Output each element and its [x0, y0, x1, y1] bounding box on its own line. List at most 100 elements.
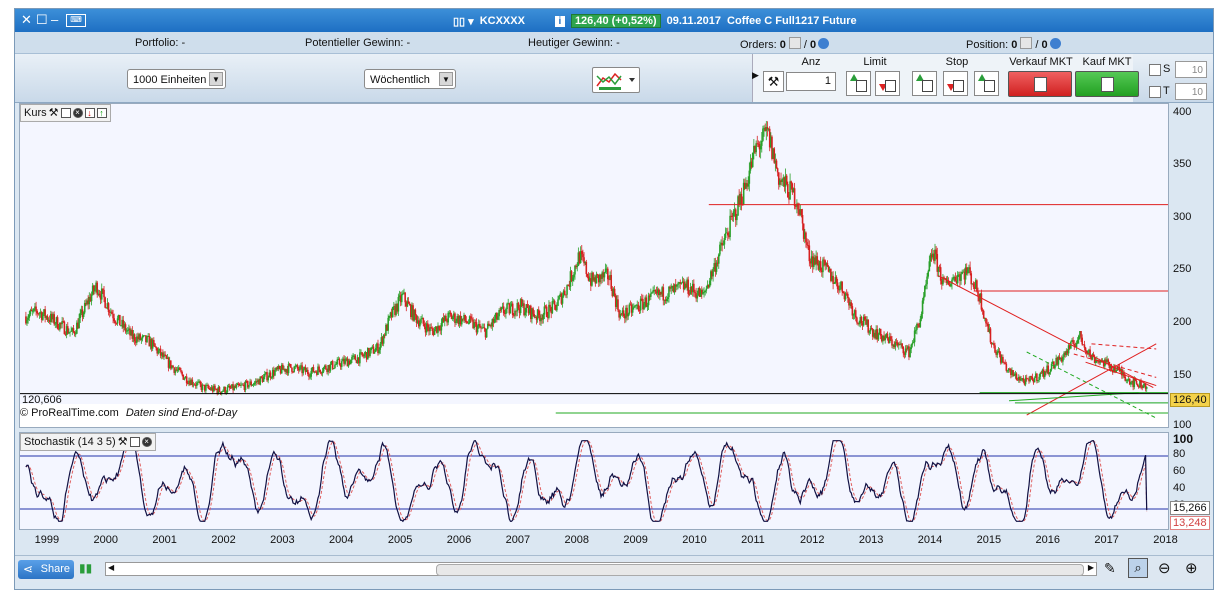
- orders-status[interactable]: Orders: 0/ 0: [740, 37, 830, 51]
- candle-body: [686, 279, 688, 288]
- candle-body: [742, 182, 745, 205]
- maximize-icon[interactable]: ☐: [36, 12, 48, 27]
- candle-body: [627, 313, 629, 317]
- sell-market-button[interactable]: [1008, 71, 1072, 97]
- candle-body: [870, 328, 873, 330]
- stop-buy-button[interactable]: [912, 71, 937, 96]
- close-icon[interactable]: ×: [141, 437, 152, 447]
- wrench-icon[interactable]: ⚒: [763, 71, 784, 92]
- zoom-fit-icon[interactable]: ⌕: [1128, 558, 1148, 578]
- candle-body: [1121, 368, 1123, 376]
- window-icon[interactable]: [60, 108, 71, 118]
- arrow-down-icon[interactable]: ↓: [84, 108, 95, 118]
- trend-line[interactable]: [1026, 351, 1157, 419]
- qty-input[interactable]: 1: [786, 72, 836, 91]
- instrument-icon[interactable]: ▯▯ ▾: [453, 15, 474, 28]
- trend-annotations: [20, 204, 1168, 419]
- t-input[interactable]: 10: [1175, 83, 1207, 100]
- scroll-thumb[interactable]: [436, 564, 1084, 576]
- candle-body: [748, 170, 751, 184]
- candle-body: [350, 359, 352, 365]
- price-panel[interactable]: Kurs ⚒ × ↓ ↑ 120,606 © ProRealTime.com D…: [19, 103, 1169, 428]
- candle-body: [471, 318, 473, 320]
- zoom-out-icon[interactable]: ⊖: [1158, 560, 1171, 577]
- limit-sell-button[interactable]: [875, 71, 900, 96]
- candle-body: [77, 322, 79, 329]
- candle-body: [90, 294, 93, 302]
- candle-body: [273, 369, 275, 376]
- price-tick: 250: [1173, 263, 1192, 275]
- trend-line[interactable]: [1091, 343, 1157, 350]
- candle-body: [163, 354, 165, 358]
- wrench-icon[interactable]: ⚒: [117, 436, 128, 448]
- window-icon[interactable]: [129, 437, 140, 447]
- candle-body: [231, 384, 233, 389]
- horizontal-scrollbar[interactable]: ◀ ▶: [105, 562, 1097, 576]
- buy-market-button[interactable]: [1075, 71, 1139, 97]
- candle-body: [548, 304, 550, 318]
- trend-line[interactable]: [938, 275, 1154, 389]
- wrench-icon[interactable]: ⚒: [48, 107, 59, 119]
- period-select[interactable]: Wöchentlich ▼: [364, 69, 456, 89]
- minimize-icon[interactable]: ‒: [51, 12, 59, 27]
- candle-body: [728, 235, 730, 237]
- arrow-up-icon[interactable]: ↑: [96, 108, 107, 118]
- candle-body: [370, 347, 372, 351]
- candle-body: [288, 363, 291, 365]
- candle-body: [1022, 378, 1025, 381]
- stochastic-panel[interactable]: Stochastik (14 3 5) ⚒ ×: [19, 432, 1169, 530]
- close-icon[interactable]: ✕: [21, 12, 32, 27]
- candle-body: [623, 316, 626, 319]
- stop-sell-button[interactable]: [943, 71, 968, 96]
- close-icon[interactable]: ×: [72, 108, 83, 118]
- candle-body: [712, 268, 714, 277]
- candle-body: [450, 314, 453, 320]
- candle-body: [337, 359, 340, 360]
- candle-body: [425, 323, 428, 333]
- position-status[interactable]: Position: 0/ 0: [966, 37, 1061, 51]
- candle-body: [534, 317, 537, 318]
- scroll-right-icon[interactable]: ▶: [1087, 563, 1094, 572]
- candle-body: [654, 289, 657, 292]
- price-chart[interactable]: [20, 104, 1168, 427]
- trend-line[interactable]: [1085, 361, 1157, 387]
- year-tick: 2007: [505, 534, 531, 546]
- share-button[interactable]: ⋖ Share: [18, 560, 74, 579]
- candle-body: [868, 331, 871, 333]
- gear-icon[interactable]: [1049, 38, 1061, 49]
- year-tick: 2001: [152, 534, 177, 546]
- info-icon[interactable]: i: [554, 15, 565, 27]
- candle-body: [377, 343, 379, 354]
- stochastic-chart[interactable]: [20, 433, 1168, 529]
- candle-body: [213, 385, 215, 392]
- candle-body: [47, 319, 50, 321]
- candle-body: [1011, 370, 1013, 375]
- chart-type-button[interactable]: [592, 67, 640, 93]
- s-input[interactable]: 10: [1175, 61, 1207, 78]
- candle-body: [1017, 377, 1020, 380]
- instrument-code[interactable]: KCXXXX: [479, 15, 525, 27]
- candle-body: [1056, 357, 1059, 365]
- candle-body: [322, 367, 325, 372]
- limit-buy-button[interactable]: [846, 71, 871, 96]
- zoom-in-icon[interactable]: ⊕: [1185, 560, 1198, 577]
- t-checkbox[interactable]: [1149, 86, 1161, 98]
- stop-trailing-button[interactable]: [974, 71, 999, 96]
- candle-body: [427, 323, 429, 328]
- candle-style-icon[interactable]: ▮▮: [79, 561, 93, 575]
- scroll-left-icon[interactable]: ◀: [108, 563, 115, 572]
- draw-tool-icon[interactable]: ✎: [1104, 560, 1116, 576]
- candle-body: [588, 278, 591, 281]
- keyboard-icon[interactable]: ⌨: [66, 14, 86, 27]
- candle-body: [955, 280, 958, 284]
- candle-body: [1132, 380, 1134, 388]
- s-checkbox[interactable]: [1149, 64, 1161, 76]
- gear-icon[interactable]: [818, 38, 830, 49]
- collapse-icon[interactable]: ▶: [752, 70, 759, 80]
- units-select[interactable]: 1000 Einheiten ▼: [127, 69, 226, 89]
- candle-body: [945, 278, 948, 283]
- candle-body: [1139, 380, 1141, 388]
- trend-line[interactable]: [1073, 353, 1157, 378]
- candle-body: [1016, 379, 1019, 381]
- potential-gain-value: -: [406, 37, 411, 49]
